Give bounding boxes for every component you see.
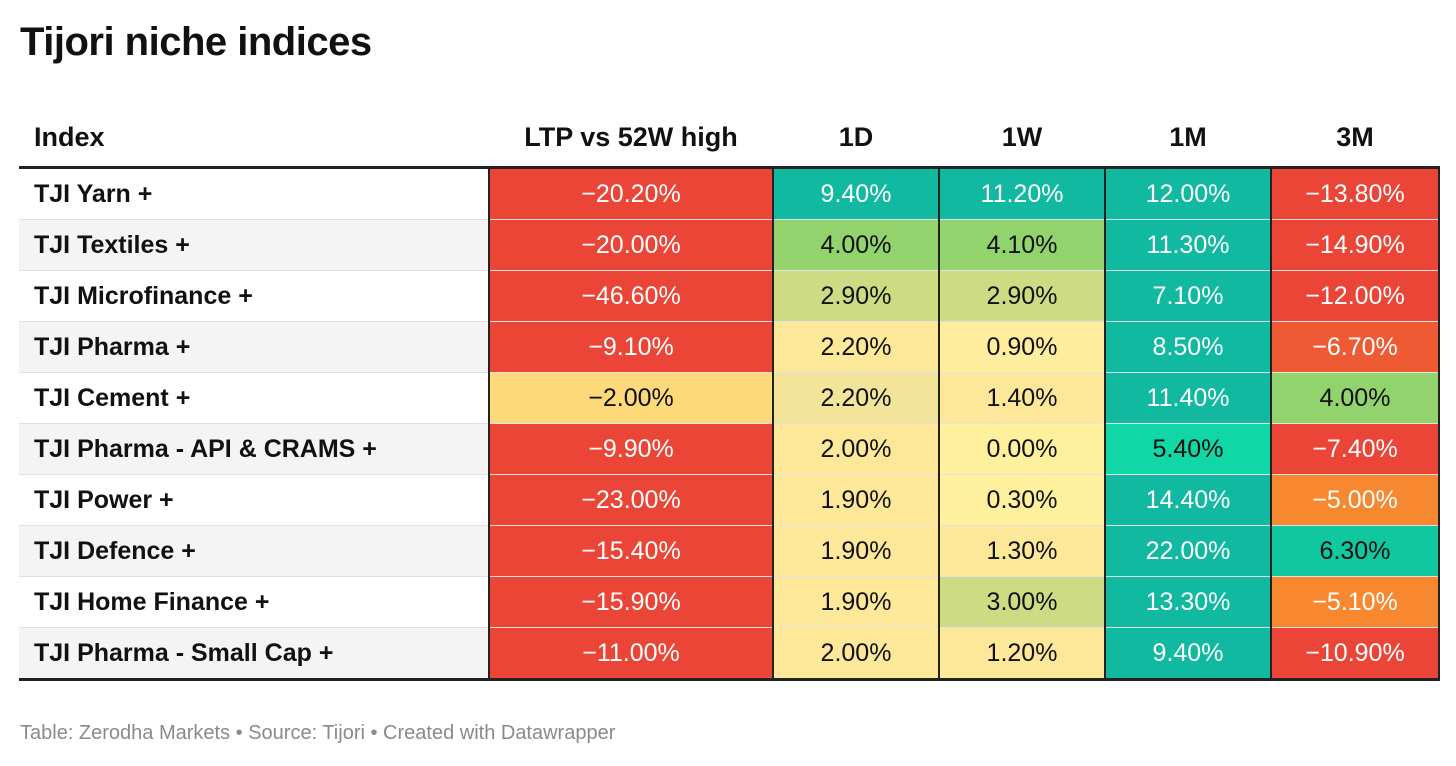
- value-cell-ltp-vs-52w-high: −15.40%: [488, 525, 774, 577]
- column-header-1d: 1D: [773, 109, 939, 169]
- value-cell-ltp-vs-52w-high: −2.00%: [488, 372, 774, 424]
- value-cell-1m: 12.00%: [1104, 167, 1272, 220]
- table-row: TJI Home Finance + −15.90% 1.90% 3.00% 13.30…: [19, 576, 1440, 628]
- table-row: TJI Textiles + −20.00% 4.00% 4.10% 11.30% −14…: [19, 219, 1440, 271]
- value-cell-ltp-vs-52w-high: −11.00%: [488, 627, 774, 681]
- chart-title: Tijori niche indices: [20, 20, 372, 64]
- column-header-1w: 1W: [939, 109, 1105, 169]
- value-cell-1m: 11.30%: [1104, 219, 1272, 271]
- table-row: TJI Yarn + −20.20% 9.40% 11.20% 12.00% −13.80…: [19, 167, 1440, 220]
- value-cell-ltp-vs-52w-high: −9.90%: [488, 423, 774, 475]
- value-cell-3m: −14.90%: [1270, 219, 1440, 271]
- value-cell-3m: −10.90%: [1270, 627, 1440, 681]
- value-cell-1w: 1.40%: [938, 372, 1106, 424]
- value-cell-1w: 2.90%: [938, 270, 1106, 322]
- value-cell-3m: −5.10%: [1270, 576, 1440, 628]
- index-name-cell: TJI Yarn +: [19, 167, 489, 220]
- value-cell-1m: 9.40%: [1104, 627, 1272, 681]
- table-row: TJI Microfinance + −46.60% 2.90% 2.90% 7.10%…: [19, 270, 1440, 322]
- value-cell-1d: 2.20%: [772, 321, 940, 373]
- value-cell-ltp-vs-52w-high: −46.60%: [488, 270, 774, 322]
- value-cell-3m: −6.70%: [1270, 321, 1440, 373]
- column-header-ltp-vs-52w-high: LTP vs 52W high: [489, 109, 773, 169]
- value-cell-3m: −7.40%: [1270, 423, 1440, 475]
- table-row: TJI Power + −23.00% 1.90% 0.30% 14.40% −5.00%: [19, 474, 1440, 526]
- value-cell-1m: 14.40%: [1104, 474, 1272, 526]
- value-cell-1m: 5.40%: [1104, 423, 1272, 475]
- value-cell-1w: 0.30%: [938, 474, 1106, 526]
- value-cell-1m: 11.40%: [1104, 372, 1272, 424]
- value-cell-ltp-vs-52w-high: −9.10%: [488, 321, 774, 373]
- value-cell-1m: 13.30%: [1104, 576, 1272, 628]
- value-cell-1w: 1.20%: [938, 627, 1106, 681]
- column-header-index: Index: [19, 109, 489, 169]
- table-row: TJI Pharma - Small Cap + −11.00% 2.00% 1.20…: [19, 627, 1440, 681]
- table-body: TJI Yarn + −20.20% 9.40% 11.20% 12.00% −13.80…: [19, 167, 1440, 681]
- table-row: TJI Pharma - API & CRAMS + −9.90% 2.00% 0.0…: [19, 423, 1440, 475]
- value-cell-1d: 1.90%: [772, 474, 940, 526]
- table-row: TJI Cement + −2.00% 2.20% 1.40% 11.40% 4.00%: [19, 372, 1440, 424]
- header-row: Index LTP vs 52W high 1D 1W 1M 3M: [19, 109, 1439, 169]
- index-name-cell: TJI Pharma +: [19, 321, 489, 373]
- value-cell-1w: 0.00%: [938, 423, 1106, 475]
- table-row: TJI Defence + −15.40% 1.90% 1.30% 22.00% 6.30…: [19, 525, 1440, 577]
- value-cell-1w: 0.90%: [938, 321, 1106, 373]
- table-row: TJI Pharma + −9.10% 2.20% 0.90% 8.50% −6.70%: [19, 321, 1440, 373]
- source-footer: Table: Zerodha Markets • Source: Tijori …: [20, 722, 616, 744]
- value-cell-1d: 2.20%: [772, 372, 940, 424]
- value-cell-1d: 2.90%: [772, 270, 940, 322]
- value-cell-1m: 22.00%: [1104, 525, 1272, 577]
- value-cell-ltp-vs-52w-high: −15.90%: [488, 576, 774, 628]
- value-cell-1m: 8.50%: [1104, 321, 1272, 373]
- value-cell-1w: 3.00%: [938, 576, 1106, 628]
- value-cell-1d: 1.90%: [772, 576, 940, 628]
- value-cell-1d: 2.00%: [772, 423, 940, 475]
- value-cell-ltp-vs-52w-high: −20.20%: [488, 167, 774, 220]
- index-name-cell: TJI Pharma - API & CRAMS +: [19, 423, 489, 475]
- value-cell-1d: 2.00%: [772, 627, 940, 681]
- column-header-3m: 3M: [1271, 109, 1439, 169]
- value-cell-3m: −12.00%: [1270, 270, 1440, 322]
- value-cell-ltp-vs-52w-high: −20.00%: [488, 219, 774, 271]
- column-header-1m: 1M: [1105, 109, 1271, 169]
- value-cell-1m: 7.10%: [1104, 270, 1272, 322]
- indices-table: Index LTP vs 52W high 1D 1W 1M 3M TJI Ya…: [19, 109, 1440, 681]
- value-cell-1d: 9.40%: [772, 167, 940, 220]
- index-name-cell: TJI Defence +: [19, 525, 489, 577]
- value-cell-ltp-vs-52w-high: −23.00%: [488, 474, 774, 526]
- value-cell-3m: −5.00%: [1270, 474, 1440, 526]
- value-cell-1w: 1.30%: [938, 525, 1106, 577]
- index-name-cell: TJI Microfinance +: [19, 270, 489, 322]
- index-name-cell: TJI Home Finance +: [19, 576, 489, 628]
- value-cell-3m: 4.00%: [1270, 372, 1440, 424]
- value-cell-1d: 1.90%: [772, 525, 940, 577]
- value-cell-3m: 6.30%: [1270, 525, 1440, 577]
- value-cell-1d: 4.00%: [772, 219, 940, 271]
- value-cell-3m: −13.80%: [1270, 167, 1440, 220]
- index-name-cell: TJI Cement +: [19, 372, 489, 424]
- index-name-cell: TJI Textiles +: [19, 219, 489, 271]
- index-name-cell: TJI Pharma - Small Cap +: [19, 627, 489, 681]
- value-cell-1w: 4.10%: [938, 219, 1106, 271]
- value-cell-1w: 11.20%: [938, 167, 1106, 220]
- index-name-cell: TJI Power +: [19, 474, 489, 526]
